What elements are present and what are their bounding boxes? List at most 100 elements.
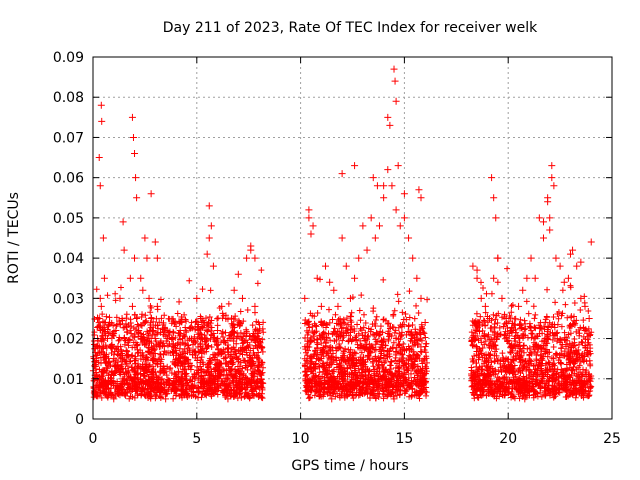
data-point [473,266,481,274]
band-point [525,310,532,317]
band-point [544,286,551,293]
band-point [220,333,227,340]
band-point [134,314,141,321]
band-point [331,325,338,332]
band-point [112,297,119,304]
band-point [205,363,212,370]
band-point [183,328,190,335]
band-point [161,384,168,391]
band-point [327,337,334,344]
band-point [384,320,391,327]
band-point [356,369,363,376]
band-point [217,360,224,367]
band-point [259,384,266,391]
band-point [214,315,221,322]
band-point [149,356,156,363]
band-point [477,313,484,320]
band-point [237,308,244,315]
band-point [126,395,133,402]
band-point [523,298,530,305]
data-point [131,150,139,158]
band-point [315,356,322,363]
band-point [182,377,189,384]
band-point [143,356,150,363]
band-point [258,361,265,368]
data-point [400,190,408,198]
band-point [585,308,592,315]
band-point [158,386,165,393]
band-point [303,327,310,334]
data-point [539,218,547,226]
x-tick-label: 20 [499,431,517,447]
band-point [329,316,336,323]
band-point [121,341,128,348]
data-point [317,302,325,310]
band-point [127,320,134,327]
band-point [343,315,350,322]
band-point [341,394,348,401]
band-point [342,358,349,365]
data-point [390,65,398,73]
band-point [225,351,232,358]
band-point [478,279,485,286]
data-point [100,274,108,282]
data-point [527,254,535,262]
band-point [256,371,263,378]
data-point [548,162,556,170]
data-point [133,314,141,322]
band-point [234,363,241,370]
data-point [238,294,246,302]
band-point [112,362,119,369]
band-point [99,344,106,351]
band-point [208,365,215,372]
band-point [239,385,246,392]
band-point [247,377,254,384]
band-point [407,353,414,360]
band-point [222,329,229,336]
band-point [139,311,146,318]
band-point [145,379,152,386]
band-point [378,350,385,357]
band-point [112,290,119,297]
band-point [199,336,206,343]
data-point [96,182,104,190]
band-point [206,355,213,362]
band-point [199,359,206,366]
band-point [208,317,215,324]
band-point [305,395,312,402]
data-point [301,294,309,302]
band-point [360,343,367,350]
data-point [209,262,217,270]
band-point [192,348,199,355]
band-point [150,374,157,381]
band-point [394,291,401,298]
band-point [532,311,539,318]
band-point [243,375,250,382]
band-point [344,354,351,361]
data-point [544,198,552,206]
data-point [207,222,215,230]
band-point [139,386,146,393]
band-point [206,313,213,320]
band-point [559,287,566,294]
band-point [390,339,397,346]
band-point [239,351,246,358]
band-point [357,325,364,332]
data-point [119,218,127,226]
band-point [175,352,182,359]
band-point [251,380,258,387]
x-axis-label: GPS time / hours [291,458,408,474]
chart-title: Day 211 of 2023, Rate Of TEC Index for r… [163,20,538,36]
band-point [110,380,117,387]
band-point [543,313,550,320]
band-point [93,342,100,349]
data-point [373,182,381,190]
band-point [214,384,221,391]
data-point [355,254,363,262]
band-point [105,392,112,399]
data-point [307,230,315,238]
data-point [95,154,103,162]
data-point [587,238,595,246]
band-point [215,367,222,374]
band-point [166,328,173,335]
